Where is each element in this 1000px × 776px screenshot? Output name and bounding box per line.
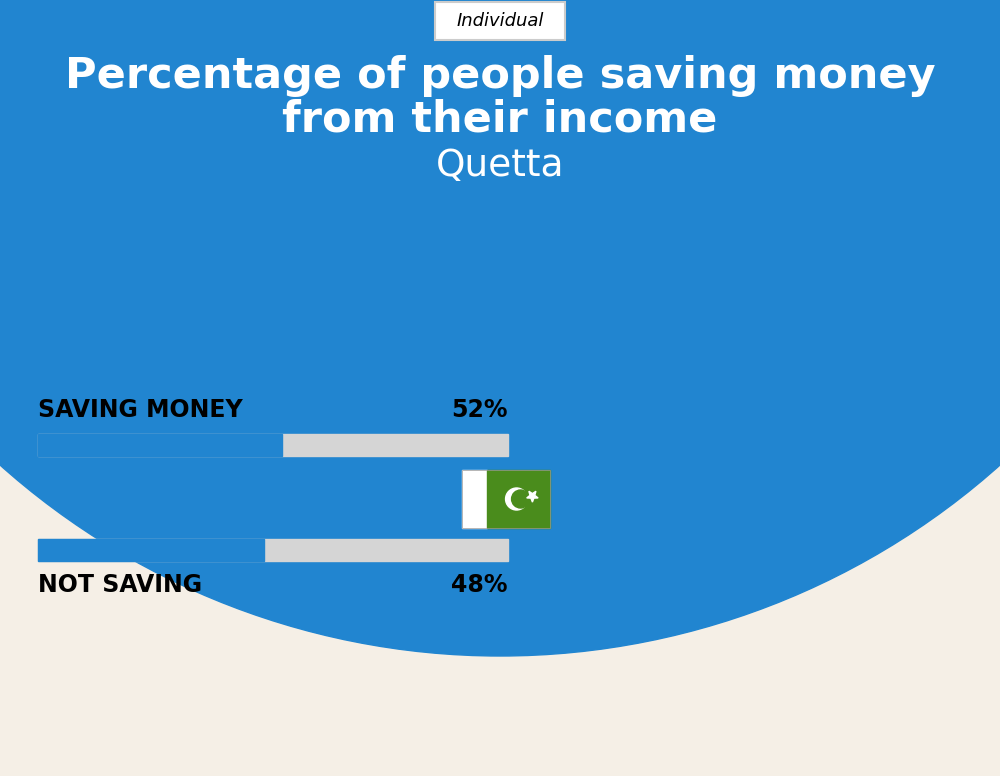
Bar [38,434,282,456]
Circle shape [0,0,1000,656]
Bar [487,470,550,528]
Circle shape [512,490,530,508]
Bar [38,434,508,456]
Text: Individual: Individual [456,12,544,30]
Text: from their income: from their income [282,98,718,140]
Text: 52%: 52% [452,398,508,422]
Bar [38,539,508,561]
Bar [38,539,264,561]
Text: SAVING MONEY: SAVING MONEY [38,398,243,422]
FancyBboxPatch shape [435,2,565,40]
Text: Percentage of people saving money: Percentage of people saving money [65,55,935,97]
Text: Quetta: Quetta [436,148,564,184]
Text: 48%: 48% [452,573,508,597]
Text: NOT SAVING: NOT SAVING [38,573,202,597]
Circle shape [506,488,528,510]
Bar [462,470,487,528]
Polygon shape [527,491,538,502]
